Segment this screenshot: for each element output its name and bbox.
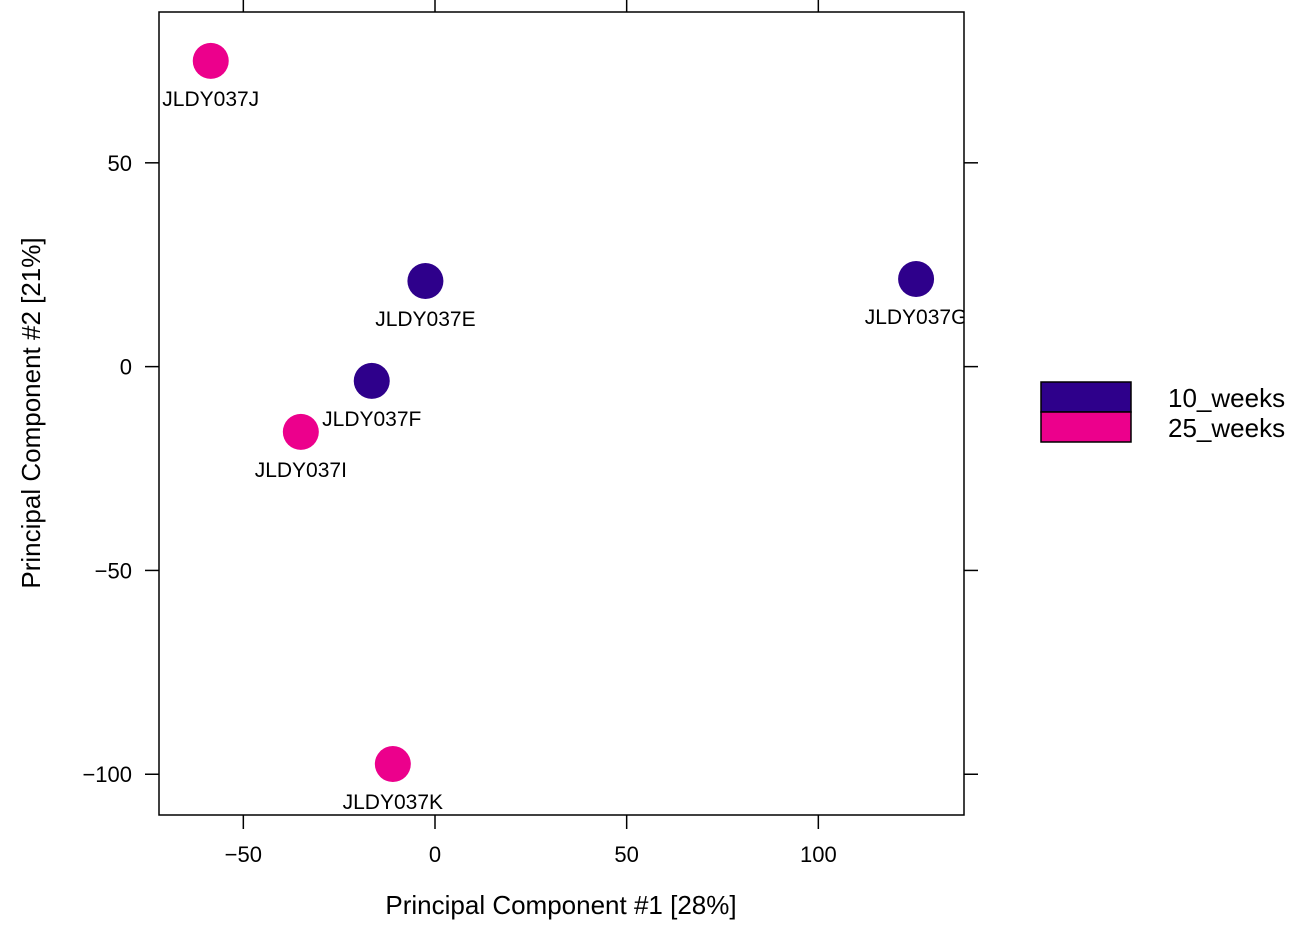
y-axis-title: Principal Component #2 [21%]: [16, 237, 46, 588]
legend-label: 25_weeks: [1168, 413, 1285, 443]
legend-label: 10_weeks: [1168, 383, 1285, 413]
point-label: JLDY037E: [375, 308, 475, 331]
point-label: JLDY037I: [255, 459, 347, 482]
x-axis-title: Principal Component #1 [28%]: [385, 890, 736, 920]
axis-ticks: −50 0 50 100 −100 −50 0 50: [82, 0, 978, 867]
data-point: [898, 260, 935, 297]
plot-frame: [158, 11, 965, 816]
y-tick-label: −50: [95, 558, 132, 583]
x-tick-label: −50: [225, 842, 262, 867]
legend-swatch: [1040, 381, 1132, 413]
point-label: JLDY037J: [162, 88, 259, 111]
point-label: JLDY037G: [865, 306, 968, 329]
data-points: JLDY037E JLDY037F JLDY037G JLDY037J JLDY037I…: [162, 42, 968, 814]
data-point: [374, 746, 411, 783]
data-point: [353, 362, 390, 399]
legend-swatch: [1040, 411, 1132, 443]
y-tick-label: 0: [120, 355, 132, 380]
data-point: [407, 263, 444, 300]
x-tick-label: 100: [800, 842, 837, 867]
data-point: [192, 42, 229, 79]
point-label: JLDY037K: [343, 791, 443, 814]
y-tick-label: 50: [108, 151, 132, 176]
x-tick-label: 0: [429, 842, 441, 867]
y-tick-label: −100: [82, 762, 132, 787]
point-label: JLDY037F: [322, 408, 421, 431]
data-point: [282, 413, 319, 450]
x-tick-label: 50: [614, 842, 638, 867]
